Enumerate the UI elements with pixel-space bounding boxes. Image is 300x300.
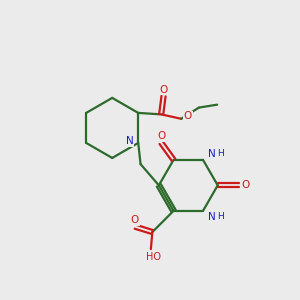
Text: N: N xyxy=(208,212,216,222)
Text: O: O xyxy=(157,131,165,141)
Text: N: N xyxy=(125,136,133,146)
Text: H: H xyxy=(217,149,224,158)
Text: O: O xyxy=(241,180,250,190)
Text: O: O xyxy=(184,111,192,122)
Text: H: H xyxy=(217,212,224,221)
Text: HO: HO xyxy=(146,252,161,262)
Text: O: O xyxy=(159,85,168,94)
Text: O: O xyxy=(130,215,139,225)
Text: N: N xyxy=(208,149,216,159)
